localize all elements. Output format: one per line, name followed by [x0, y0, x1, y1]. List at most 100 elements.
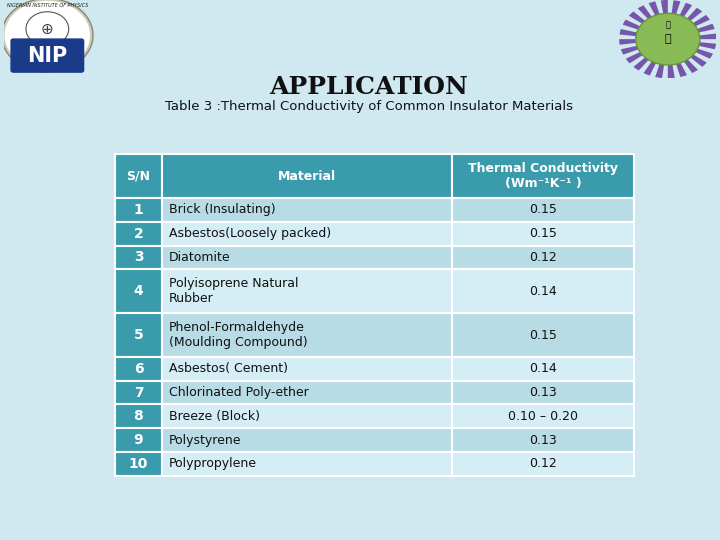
Wedge shape [668, 24, 715, 39]
Text: 0.15: 0.15 [529, 227, 557, 240]
Wedge shape [638, 5, 668, 39]
Bar [162, 381, 452, 404]
Text: Polyisoprene Natural
Rubber: Polyisoprene Natural Rubber [169, 277, 299, 305]
Wedge shape [649, 1, 668, 39]
Bar [162, 404, 452, 428]
Wedge shape [621, 39, 668, 55]
Text: Material: Material [278, 170, 336, 183]
Bar [452, 246, 634, 269]
Text: 2: 2 [134, 227, 143, 241]
Text: 9: 9 [134, 433, 143, 447]
Text: 10: 10 [129, 457, 148, 471]
Bar [162, 357, 452, 381]
Text: 8: 8 [134, 409, 143, 423]
Text: 7: 7 [134, 386, 143, 400]
Bar [162, 198, 452, 222]
FancyBboxPatch shape [10, 38, 84, 73]
Text: 0.15: 0.15 [529, 328, 557, 342]
Text: APPLICATION: APPLICATION [269, 75, 469, 99]
Wedge shape [661, 0, 668, 39]
Text: 0.13: 0.13 [529, 434, 557, 447]
Wedge shape [668, 8, 702, 39]
Text: Phenol-Formaldehyde
(Moulding Compound): Phenol-Formaldehyde (Moulding Compound) [169, 321, 307, 349]
Text: NIGERIAN INSTITUTE OF PHYSICS: NIGERIAN INSTITUTE OF PHYSICS [6, 3, 88, 8]
Wedge shape [668, 39, 707, 67]
Wedge shape [668, 3, 692, 39]
Text: Table 3 :Thermal Conductivity of Common Insulator Materials: Table 3 :Thermal Conductivity of Common … [165, 100, 573, 113]
Circle shape [26, 12, 68, 46]
Text: Brick (Insulating): Brick (Insulating) [169, 204, 276, 217]
Text: 0.15: 0.15 [529, 204, 557, 217]
Bar [115, 246, 162, 269]
Bar [162, 246, 452, 269]
Bar [115, 154, 162, 198]
Wedge shape [629, 11, 668, 39]
Wedge shape [668, 39, 698, 73]
Bar [115, 357, 162, 381]
Bar [115, 198, 162, 222]
Bar [452, 404, 634, 428]
Bar [162, 222, 452, 246]
Bar [452, 357, 634, 381]
Text: 📐: 📐 [665, 21, 670, 30]
Wedge shape [668, 39, 716, 49]
Text: Diatomite: Diatomite [169, 251, 230, 264]
Bar [162, 313, 452, 357]
Text: Polystyrene: Polystyrene [169, 434, 242, 447]
Text: 0.13: 0.13 [529, 386, 557, 399]
Text: Thermal Conductivity
(Wm⁻¹K⁻¹ ): Thermal Conductivity (Wm⁻¹K⁻¹ ) [468, 162, 618, 190]
Bar [115, 269, 162, 313]
Bar [452, 198, 634, 222]
Circle shape [4, 1, 90, 70]
Text: 0.14: 0.14 [529, 362, 557, 375]
Text: Breeze (Block): Breeze (Block) [169, 410, 260, 423]
Text: 3: 3 [134, 251, 143, 265]
Wedge shape [644, 39, 668, 76]
Bar [452, 222, 634, 246]
Circle shape [636, 14, 700, 65]
Text: Polypropylene: Polypropylene [169, 457, 257, 470]
Wedge shape [668, 1, 680, 39]
Bar [162, 428, 452, 452]
Bar [162, 269, 452, 313]
Wedge shape [668, 15, 710, 39]
Text: Chlorinated Poly-ether: Chlorinated Poly-ether [169, 386, 309, 399]
Circle shape [1, 0, 93, 72]
Text: 1: 1 [134, 203, 143, 217]
Bar [115, 404, 162, 428]
Text: 🔑: 🔑 [665, 34, 671, 44]
Wedge shape [668, 39, 713, 59]
Text: 5: 5 [134, 328, 143, 342]
Bar [452, 381, 634, 404]
Text: ⊕: ⊕ [41, 22, 54, 37]
Text: NIP: NIP [27, 45, 68, 65]
Bar [115, 428, 162, 452]
Text: Asbestos( Cement): Asbestos( Cement) [169, 362, 288, 375]
Text: 6: 6 [134, 362, 143, 376]
Bar [115, 381, 162, 404]
Wedge shape [619, 29, 668, 39]
Bar [452, 154, 634, 198]
Wedge shape [668, 33, 716, 39]
Bar [115, 222, 162, 246]
Bar [452, 452, 634, 476]
Wedge shape [619, 39, 668, 45]
Bar [115, 452, 162, 476]
Bar [162, 154, 452, 198]
Text: Asbestos(Loosely packed): Asbestos(Loosely packed) [169, 227, 331, 240]
Text: S/N: S/N [127, 170, 150, 183]
Wedge shape [668, 39, 687, 77]
Bar [162, 452, 452, 476]
Wedge shape [634, 39, 668, 71]
Bar [452, 313, 634, 357]
Bar [452, 269, 634, 313]
Text: 0.12: 0.12 [529, 251, 557, 264]
Wedge shape [623, 19, 668, 39]
Bar [115, 313, 162, 357]
Text: 4: 4 [134, 284, 143, 298]
Text: 0.10 – 0.20: 0.10 – 0.20 [508, 410, 578, 423]
Bar [452, 428, 634, 452]
Wedge shape [655, 39, 668, 78]
Wedge shape [626, 39, 668, 63]
Wedge shape [668, 39, 675, 78]
